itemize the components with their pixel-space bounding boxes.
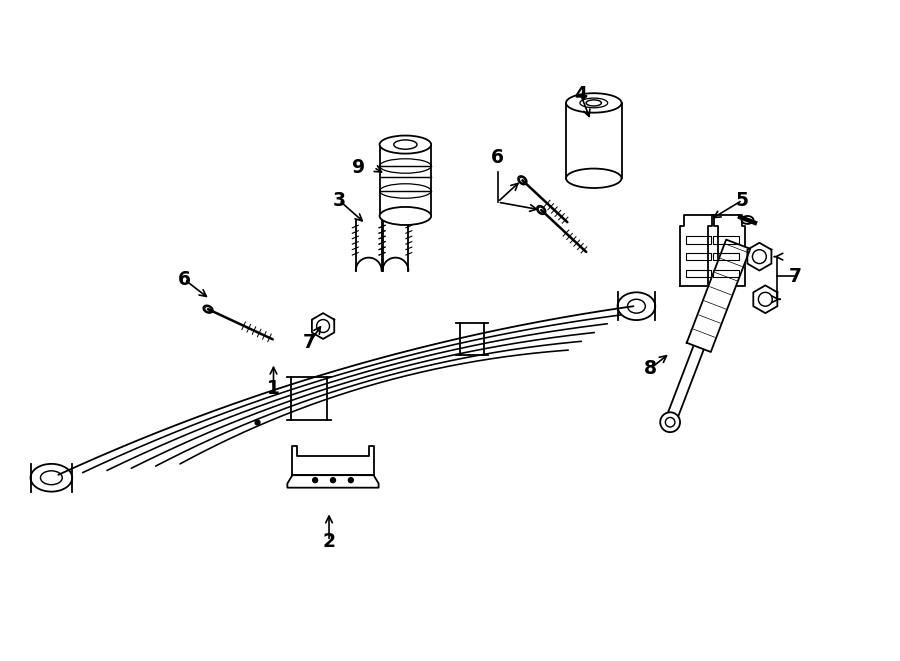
Text: 6: 6 <box>178 270 191 289</box>
Ellipse shape <box>518 176 526 184</box>
Text: 3: 3 <box>332 190 346 210</box>
Polygon shape <box>687 239 751 352</box>
Bar <box>380 145 431 216</box>
Circle shape <box>661 412 680 432</box>
Circle shape <box>348 478 354 483</box>
Ellipse shape <box>742 216 753 224</box>
Text: 4: 4 <box>574 85 588 104</box>
Text: 8: 8 <box>644 359 657 378</box>
Text: 7: 7 <box>302 333 316 352</box>
Polygon shape <box>747 243 771 270</box>
Polygon shape <box>753 286 778 313</box>
Text: 6: 6 <box>491 148 504 167</box>
Polygon shape <box>312 313 334 339</box>
Circle shape <box>312 478 318 483</box>
Bar <box>714 237 739 243</box>
Bar <box>714 253 739 260</box>
Polygon shape <box>665 335 707 424</box>
Text: 1: 1 <box>267 379 280 398</box>
Ellipse shape <box>537 206 545 214</box>
Ellipse shape <box>380 207 431 225</box>
Polygon shape <box>287 475 379 488</box>
Text: 9: 9 <box>352 158 365 177</box>
Ellipse shape <box>566 93 622 112</box>
Ellipse shape <box>203 305 212 313</box>
Bar <box>686 253 711 260</box>
Text: 7: 7 <box>788 267 802 286</box>
Polygon shape <box>680 215 717 286</box>
Circle shape <box>330 478 336 483</box>
Polygon shape <box>707 215 745 286</box>
Text: 2: 2 <box>322 531 336 551</box>
Bar <box>686 270 711 277</box>
Bar <box>686 237 711 243</box>
Text: 5: 5 <box>736 190 749 210</box>
Bar <box>714 270 739 277</box>
Polygon shape <box>292 446 374 475</box>
Ellipse shape <box>380 136 431 153</box>
Ellipse shape <box>566 169 622 188</box>
